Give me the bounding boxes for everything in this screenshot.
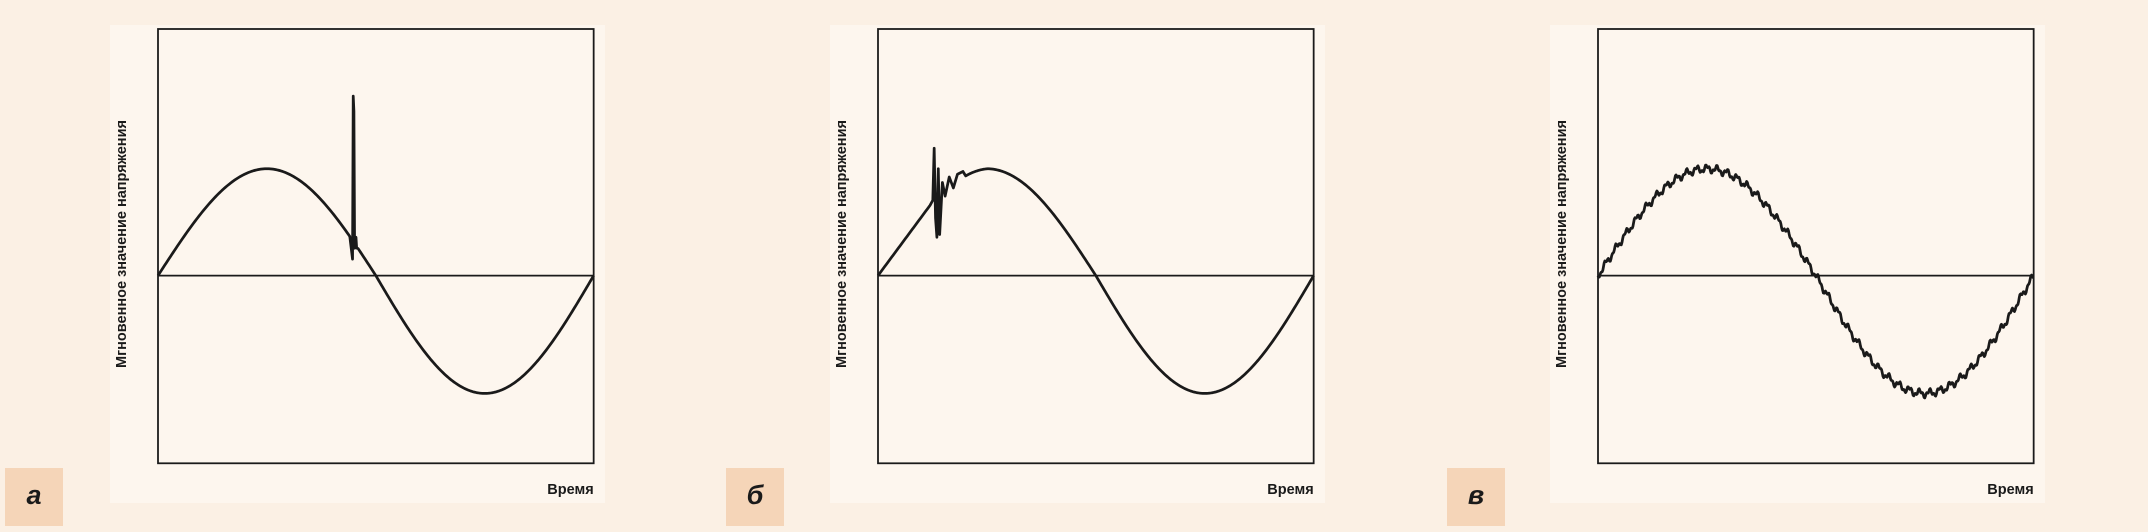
- panel-background: [110, 25, 605, 503]
- plot: [1596, 28, 2035, 465]
- plot: [156, 28, 595, 465]
- panel-background: [1550, 25, 2045, 503]
- panel-tag-box: [5, 468, 63, 526]
- waveform: [156, 94, 595, 395]
- plot-frame: [877, 28, 1315, 465]
- waveform: [1596, 163, 2035, 400]
- plot-frame: [1597, 28, 2035, 465]
- panel-background: [830, 25, 1325, 503]
- plot: [876, 28, 1315, 465]
- panel-tag-box: [726, 468, 784, 526]
- y-axis-label: Мгновенное значение напряжения: [114, 120, 130, 368]
- x-axis-label: Время: [1267, 482, 1313, 498]
- x-axis-label: Время: [1987, 482, 2033, 498]
- panel-tag-box: [1447, 468, 1505, 526]
- x-axis-label: Время: [547, 482, 593, 498]
- waveform: [876, 146, 1315, 395]
- panel-tag: в: [1468, 480, 1484, 510]
- plot-frame: [157, 28, 595, 465]
- panel-tag: а: [26, 480, 41, 510]
- panel-tag: б: [747, 480, 765, 510]
- y-axis-label: Мгновенное значение напряжения: [834, 120, 850, 368]
- y-axis-label: Мгновенное значение напряжения: [1554, 120, 1570, 368]
